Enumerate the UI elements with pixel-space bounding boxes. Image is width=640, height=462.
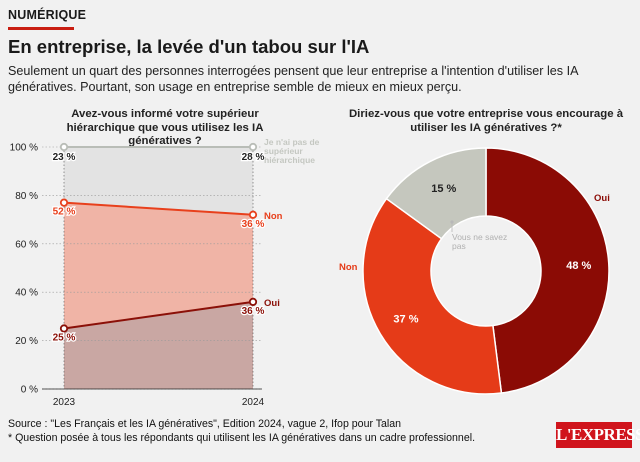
slice-legend-label: Vous ne savez pas [452, 232, 507, 251]
tag-underline [8, 27, 74, 30]
data-label: 36 % [242, 219, 265, 230]
y-tick-label: 20 % [15, 336, 38, 347]
page-title: En entreprise, la levée d'un tabou sur l… [8, 36, 370, 57]
slice-legend-label: Oui [594, 193, 610, 204]
donut-slice-1 [485, 147, 610, 394]
area-band-1 [64, 301, 253, 389]
y-tick-label: 40 % [15, 288, 38, 299]
area-band-3 [64, 147, 253, 215]
area-band-2 [64, 202, 253, 329]
data-point [59, 198, 69, 207]
data-label: 25 % [53, 333, 76, 344]
section-tag: NUMÉRIQUE [8, 8, 87, 22]
data-label: 52 % [53, 207, 76, 218]
y-tick-label: 60 % [15, 239, 38, 250]
series-line-1 [63, 300, 254, 330]
series-legend-label: Oui [264, 298, 280, 309]
data-label: 23 % [53, 152, 76, 163]
data-label: 36 % [242, 306, 265, 317]
x-tick-label: 2024 [242, 397, 265, 408]
x-tick-label: 2023 [53, 397, 76, 408]
data-point [59, 324, 69, 333]
slice-value-label: 37 % [393, 313, 418, 325]
slice-value-label: 48 % [566, 260, 591, 272]
data-point [59, 142, 69, 152]
footnote-text: * Question posée à tous les répondants q… [8, 431, 476, 444]
data-point [248, 297, 258, 306]
series-line-2 [63, 201, 254, 216]
brand-logo: L'EXPRESS [556, 422, 640, 448]
y-tick-label: 100 % [10, 143, 38, 154]
data-label: 28 % [242, 152, 265, 163]
chart-title-left: Avez-vous informé votre supérieur hiérar… [66, 108, 264, 147]
y-tick-label: 0 % [21, 385, 38, 396]
series-legend-label: Non [264, 211, 283, 222]
leader-dot [450, 220, 454, 224]
slice-legend-label: Non [339, 262, 358, 273]
page-subtitle: Seulement un quart des personnes interro… [8, 64, 578, 94]
data-point [248, 142, 258, 152]
donut-hole [432, 217, 540, 325]
chart-title-right: Diriez-vous que votre entreprise vous en… [348, 108, 624, 134]
donut-slice-2 [362, 197, 503, 395]
footer: Source : "Les Français et les IA générat… [8, 418, 475, 445]
slice-value-label: 15 % [431, 183, 456, 195]
y-tick-label: 80 % [15, 191, 38, 202]
data-point [248, 210, 258, 219]
source-text: Source : "Les Français et les IA générat… [8, 418, 402, 430]
series-legend-label: Je n'ai pas de supérieur hiérarchique [264, 137, 320, 165]
